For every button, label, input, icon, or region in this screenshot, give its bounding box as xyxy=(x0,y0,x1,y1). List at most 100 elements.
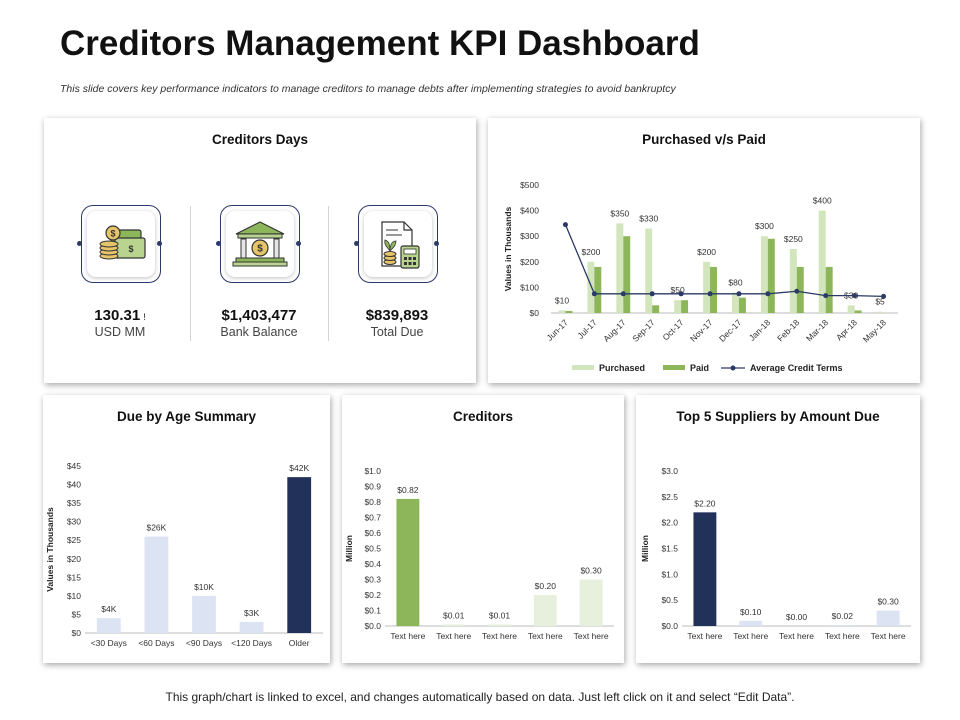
creditors-days-title: Creditors Days xyxy=(211,132,309,147)
x-tick-label: Text here xyxy=(871,631,906,641)
purchased-bar xyxy=(703,261,711,313)
y-tick-label: $1.0 xyxy=(364,466,381,476)
y-tick-label: $0 xyxy=(72,628,82,638)
kpi-connector-dot xyxy=(296,241,301,246)
bar-data-label: $0.20 xyxy=(535,581,557,591)
top5-suppliers-chart: $0.0 $0.5 $1.0 $1.5 $2.0 $2.5 $3.0 $2.20 Text he… xyxy=(640,466,911,641)
y-tick-label: $35 xyxy=(67,498,81,508)
bar-data-label: $0.01 xyxy=(443,610,465,620)
average-credit-terms-point xyxy=(736,291,742,297)
due-by-age-chart: $0 $5 $10 $15 $20 $25 $30 $35 $40 $45 $4K <30 Days $… xyxy=(45,461,323,648)
paid-bar xyxy=(796,266,804,313)
average-credit-terms-point xyxy=(707,291,713,297)
average-credit-terms-point xyxy=(562,222,568,228)
average-credit-terms-point xyxy=(620,291,626,297)
y-tick-label: $0.5 xyxy=(661,595,678,605)
paid-bar xyxy=(854,310,862,313)
purchased-data-label: $300 xyxy=(755,221,774,231)
purchased-data-label: $50 xyxy=(671,285,685,295)
creditors-days-card: Creditors Days $ $ xyxy=(44,118,476,383)
svg-text:$: $ xyxy=(257,244,263,255)
bar xyxy=(488,624,511,626)
average-credit-terms-point xyxy=(591,291,597,297)
y-tick-label: $300 xyxy=(520,231,539,241)
y-tick-label: $200 xyxy=(520,257,539,267)
y-tick-label: $0.8 xyxy=(364,497,381,507)
creditors-card: Creditors $0.0 $0.1 $0.2 $0.3 $0.4 $0.5 $0.6 $0… xyxy=(342,395,624,663)
kpi-money-icon-box: $ $ xyxy=(81,205,161,283)
bar-data-label: $0.10 xyxy=(740,607,762,617)
bank-icon: $ xyxy=(232,221,288,267)
creditors-chart: $0.0 $0.1 $0.2 $0.3 $0.4 $0.5 $0.6 $0.7 $0.8 $0.9… xyxy=(344,466,614,641)
bar-data-label: $0.30 xyxy=(580,566,602,576)
kpi-connector-dot xyxy=(77,241,82,246)
x-tick-label: <90 Days xyxy=(186,638,222,648)
kpi-usd-value: 130.31! xyxy=(50,307,190,324)
bar xyxy=(287,477,312,633)
bar-data-label: $10K xyxy=(194,582,214,592)
kpi-total-due-label: Total Due xyxy=(370,325,424,339)
purchased-data-label: $250 xyxy=(784,234,803,244)
x-tick-label: Text here xyxy=(482,631,517,641)
purchased-vs-paid-chart: $0 $100 $200 $300 $400 $500 $10 Jun-17 $200 Jul-1… xyxy=(503,180,898,373)
legend-purchased-swatch xyxy=(572,365,594,370)
footer-note: This graph/chart is linked to excel, and… xyxy=(165,690,795,704)
kpi-bank-icon-box: $ xyxy=(220,205,300,283)
x-tick-label: Text here xyxy=(687,631,722,641)
paid-bar xyxy=(594,266,602,313)
page-subtitle: This slide covers key performance indica… xyxy=(60,83,676,95)
y-tick-label: $15 xyxy=(67,572,81,582)
bar xyxy=(693,512,717,626)
kpi-divider xyxy=(190,206,191,341)
average-credit-terms-point xyxy=(794,288,800,294)
x-tick-label: Text here xyxy=(436,631,471,641)
purchased-data-label: $330 xyxy=(639,214,658,224)
bar xyxy=(96,618,121,633)
bar xyxy=(579,579,603,626)
bar xyxy=(533,595,557,626)
y-tick-label: $0 xyxy=(530,308,540,318)
kpi-total-due-value: $839,893 xyxy=(365,307,429,324)
kpi-connector-dot xyxy=(354,241,359,246)
bar-data-label: $4K xyxy=(101,604,116,614)
purchased-data-label: $350 xyxy=(610,208,629,218)
x-tick-label: Text here xyxy=(733,631,768,641)
bar-data-label: $0.30 xyxy=(877,597,899,607)
y-tick-label: $3.0 xyxy=(661,466,678,476)
x-tick-label: <30 Days xyxy=(91,638,127,648)
y-tick-label: $0.1 xyxy=(364,606,381,616)
y-tick-label: $0.5 xyxy=(364,544,381,554)
paid-bar xyxy=(652,305,660,313)
purchased-data-label: $5 xyxy=(875,297,885,307)
legend-paid-label: Paid xyxy=(690,363,709,373)
x-tick-label: Jul-17 xyxy=(575,317,599,341)
bar-data-label: $0.82 xyxy=(397,485,419,495)
y-tick-label: $0.9 xyxy=(364,482,381,492)
y-tick-label: $0.4 xyxy=(364,559,381,569)
bar-data-label: $2.20 xyxy=(694,498,716,508)
x-tick-label: Nov-17 xyxy=(688,317,715,344)
page-title: Creditors Management KPI Dashboard xyxy=(60,24,700,63)
x-tick-label: Text here xyxy=(390,631,425,641)
kpi-usd-number: 130.31 xyxy=(94,307,141,324)
purchased-data-label: $200 xyxy=(581,247,600,257)
kpi-connector-dot xyxy=(216,241,221,246)
y-tick-label: $400 xyxy=(520,206,539,216)
svg-text:$: $ xyxy=(128,244,133,254)
paid-bar xyxy=(623,236,631,313)
money-stack-icon: $ $ xyxy=(99,225,146,260)
invoice-calculator-icon xyxy=(381,221,420,269)
purchased-data-label: $200 xyxy=(697,247,716,257)
average-credit-terms-point xyxy=(765,291,771,297)
x-tick-label: <60 Days xyxy=(138,638,174,648)
legend-paid-swatch xyxy=(663,365,685,370)
x-tick-label: Apr-18 xyxy=(834,317,859,342)
average-credit-terms-line xyxy=(564,224,884,298)
paid-bar xyxy=(681,300,689,313)
y-axis-title: Million xyxy=(640,535,650,562)
purchased-bar xyxy=(645,228,653,313)
purchased-bar xyxy=(847,305,855,313)
bar-data-label: $0.01 xyxy=(489,610,511,620)
x-tick-label: Text here xyxy=(574,631,609,641)
x-tick-label: Text here xyxy=(825,631,860,641)
